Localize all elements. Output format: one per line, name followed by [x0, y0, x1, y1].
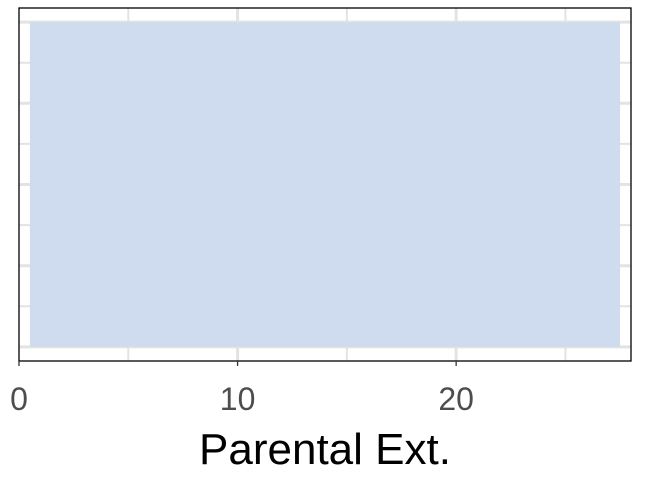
x-tick-label: 0: [10, 381, 28, 417]
area-series: [29, 22, 621, 347]
x-axis-ticks: 0 10 20: [10, 361, 474, 417]
x-axis-title: Parental Ext.: [199, 425, 451, 474]
panel-border: [18, 7, 632, 362]
x-tick-label: 20: [438, 381, 474, 417]
x-tick-label: 10: [220, 381, 256, 417]
area-fill: [29, 22, 621, 347]
